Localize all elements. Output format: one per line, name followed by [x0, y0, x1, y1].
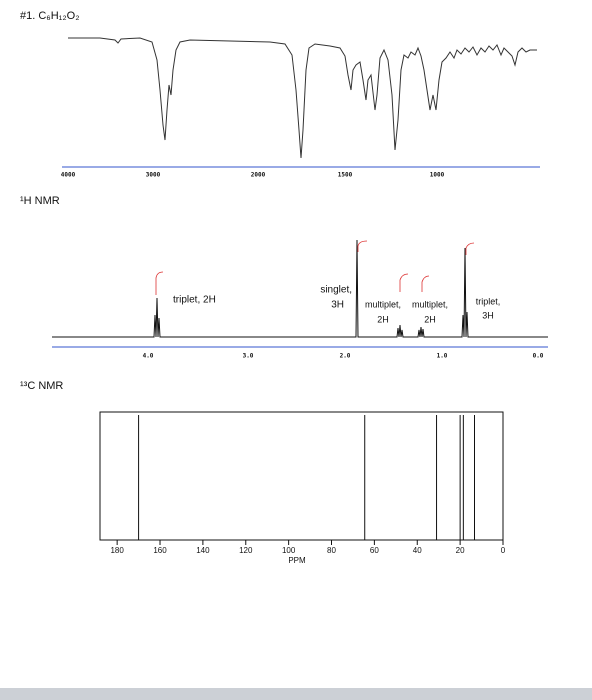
c-tick-label: 160: [153, 546, 167, 555]
c-nmr-title: ¹³C NMR: [20, 380, 63, 392]
c-tick-label: 140: [196, 546, 210, 555]
c-tick-label: 180: [110, 546, 124, 555]
ir-tick-label: 1000: [430, 172, 445, 179]
annotation: triplet,: [476, 296, 501, 306]
c-tick-label: 80: [327, 546, 336, 555]
h-tick-label: 0.0: [533, 353, 544, 360]
h-tick-label: 4.0: [143, 353, 154, 360]
h-tick-label: 2.0: [340, 353, 351, 360]
ir-tick-label: 1500: [338, 172, 353, 179]
annotation: 2H: [424, 314, 436, 324]
ir-tick-label: 3000: [146, 172, 161, 179]
c-nmr-plot: 180 160 140 120 100 80 60 40 20 0: [110, 415, 506, 555]
annotation: 3H: [482, 310, 494, 320]
h-tick-label: 1.0: [437, 353, 448, 360]
c-tick-label: 20: [456, 546, 465, 555]
annotation: singlet,: [320, 285, 352, 296]
h-nmr-spectrum: [52, 239, 548, 338]
annotation: 2H: [377, 314, 389, 324]
c-tick-label: 40: [413, 546, 422, 555]
c-nmr-xlabel: PPM: [288, 556, 306, 565]
ir-tick-label: 4000: [61, 172, 76, 179]
annotation: multiplet,: [365, 299, 401, 309]
integration-curves: [155, 240, 475, 295]
c-tick-label: 0: [501, 546, 506, 555]
problem-title: #1. C₆H₁₂O₂: [20, 10, 79, 22]
h-nmr-title: ¹H NMR: [20, 195, 60, 207]
c-tick-label: 100: [282, 546, 296, 555]
annotation: triplet, 2H: [173, 295, 216, 306]
ir-tick-label: 2000: [251, 172, 266, 179]
c-nmr-frame: [99, 411, 504, 541]
annotation: multiplet,: [412, 299, 448, 309]
footer-bar: [0, 688, 592, 700]
ir-spectrum: [68, 37, 537, 159]
h-tick-label: 3.0: [243, 353, 254, 360]
annotation: 3H: [331, 300, 344, 311]
c-tick-label: 120: [239, 546, 253, 555]
c-tick-label: 60: [370, 546, 379, 555]
